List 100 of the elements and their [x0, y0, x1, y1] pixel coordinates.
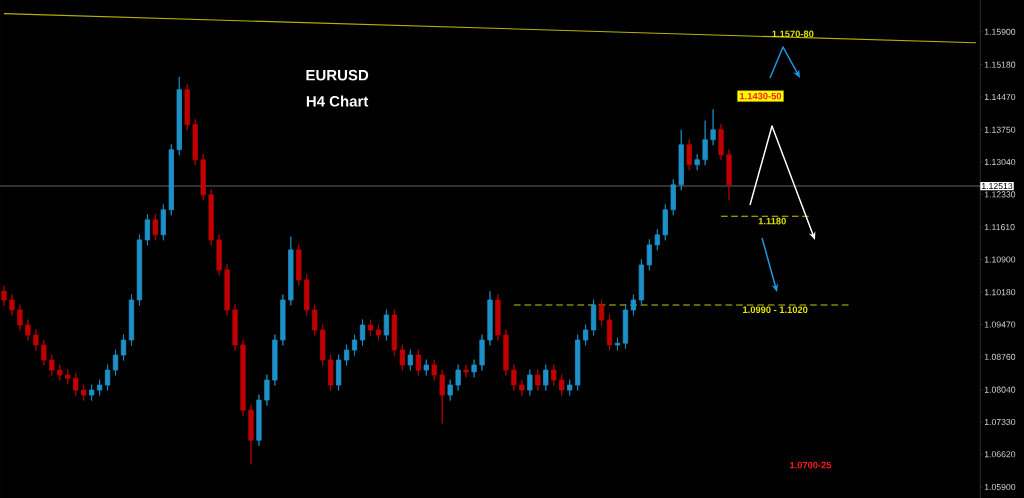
candlestick: [280, 294, 286, 346]
candlestick: [511, 364, 517, 391]
annotation: 1.0700-25: [790, 461, 832, 469]
y-tick-label: 1.13040: [984, 158, 1016, 166]
y-tick-label: 1.07330: [984, 418, 1016, 426]
candlestick: [200, 153, 206, 201]
candlestick: [431, 359, 437, 381]
candlestick: [702, 120, 708, 166]
candlestick: [208, 188, 214, 246]
candlestick: [646, 239, 652, 271]
candlestick: [439, 369, 445, 424]
candlestick: [662, 203, 668, 241]
candlestick: [184, 83, 190, 131]
candlestick: [336, 354, 342, 391]
candlestick: [248, 404, 254, 465]
candlestick: [375, 324, 382, 341]
candlestick: [718, 123, 724, 161]
candlestick: [479, 334, 485, 371]
candlestick: [519, 379, 525, 396]
candlestick: [367, 319, 374, 336]
candlestick: [463, 364, 469, 378]
candlestick: [351, 334, 358, 356]
candlestick: [57, 364, 63, 381]
candlestick: [256, 394, 262, 447]
y-tick-label: 1.09470: [984, 321, 1016, 328]
candlestick: [312, 304, 318, 336]
candlestick: [487, 290, 493, 346]
candlestick: [9, 294, 15, 316]
candlestick: [112, 349, 119, 376]
candlestick: [606, 314, 613, 351]
y-tick-label: 1.06620: [984, 451, 1016, 458]
candlestick: [168, 143, 174, 216]
candlestick: [1, 285, 7, 306]
y-tick-label: 1.10180: [984, 289, 1016, 296]
candlestick: [192, 118, 198, 166]
candlestick: [598, 299, 605, 326]
candlestick: [136, 234, 143, 306]
candlestick: [152, 213, 159, 241]
candlestick: [359, 319, 366, 346]
y-tick-label: 1.15180: [984, 61, 1016, 68]
y-tick-label: 1.15900: [984, 28, 1016, 35]
candlestick: [232, 304, 238, 351]
y-tick-label: 1.13750: [984, 126, 1016, 133]
candlestick: [551, 364, 557, 386]
candlestick: [391, 309, 398, 356]
candlestick: [65, 369, 71, 385]
y-tick-label: 1.11610: [984, 224, 1015, 231]
candlestick: [678, 129, 684, 191]
candlestick: [89, 384, 95, 401]
candlestick: [471, 359, 477, 378]
candlestick: [33, 329, 39, 351]
candlestick: [73, 372, 79, 396]
candlestick: [423, 359, 429, 376]
candlestick: [383, 309, 390, 341]
candlestick: [120, 334, 127, 361]
y-tick-label: 1.12330: [984, 191, 1016, 198]
candlestick: [81, 384, 87, 401]
candlestick: [622, 304, 629, 350]
candlestick: [296, 244, 302, 286]
text: H4 Chart: [306, 95, 369, 107]
candlestick: [726, 148, 732, 201]
y-tick-label: 1.05900: [984, 484, 1016, 491]
candlestick: [272, 334, 278, 386]
candlestick: [343, 344, 350, 366]
candlestick: [304, 274, 310, 316]
candlestick: [17, 304, 23, 331]
candlestick: [176, 76, 182, 156]
candlestick: [96, 379, 103, 396]
candlestick: [614, 337, 621, 351]
candlestick: [567, 379, 573, 396]
y-tick-label: 1.08760: [984, 353, 1016, 360]
candlestick: [328, 354, 334, 391]
candlestick: [104, 364, 111, 391]
candlestick: [582, 324, 589, 346]
candlestick: [144, 213, 151, 246]
candlestick: [670, 178, 676, 216]
candlestick: [503, 329, 509, 376]
annotation: 1.1430-50: [740, 92, 782, 100]
candlestick: [527, 369, 533, 396]
candlestick: [240, 339, 246, 416]
candlestick: [575, 334, 581, 391]
annotation: 1.1180: [758, 217, 786, 225]
candlestick: [128, 294, 135, 346]
candlestick: [686, 138, 692, 171]
candlestick: [559, 374, 565, 396]
candlestick: [25, 319, 31, 341]
candlestick: [710, 108, 716, 146]
candlestick: [654, 229, 660, 251]
ref-line-label: 1.12513: [982, 182, 1013, 190]
candlestick: [543, 364, 549, 391]
candlestick: [264, 374, 270, 406]
candlestick: [41, 339, 47, 366]
candlestick: [160, 203, 166, 241]
y-tick-label: 1.08040: [984, 386, 1016, 393]
candlestick: [288, 236, 294, 306]
candlestick: [630, 294, 637, 316]
text: EURUSD: [306, 69, 369, 81]
candlestick: [535, 369, 541, 391]
candlestick: [694, 153, 700, 171]
candlestick: [407, 349, 413, 371]
